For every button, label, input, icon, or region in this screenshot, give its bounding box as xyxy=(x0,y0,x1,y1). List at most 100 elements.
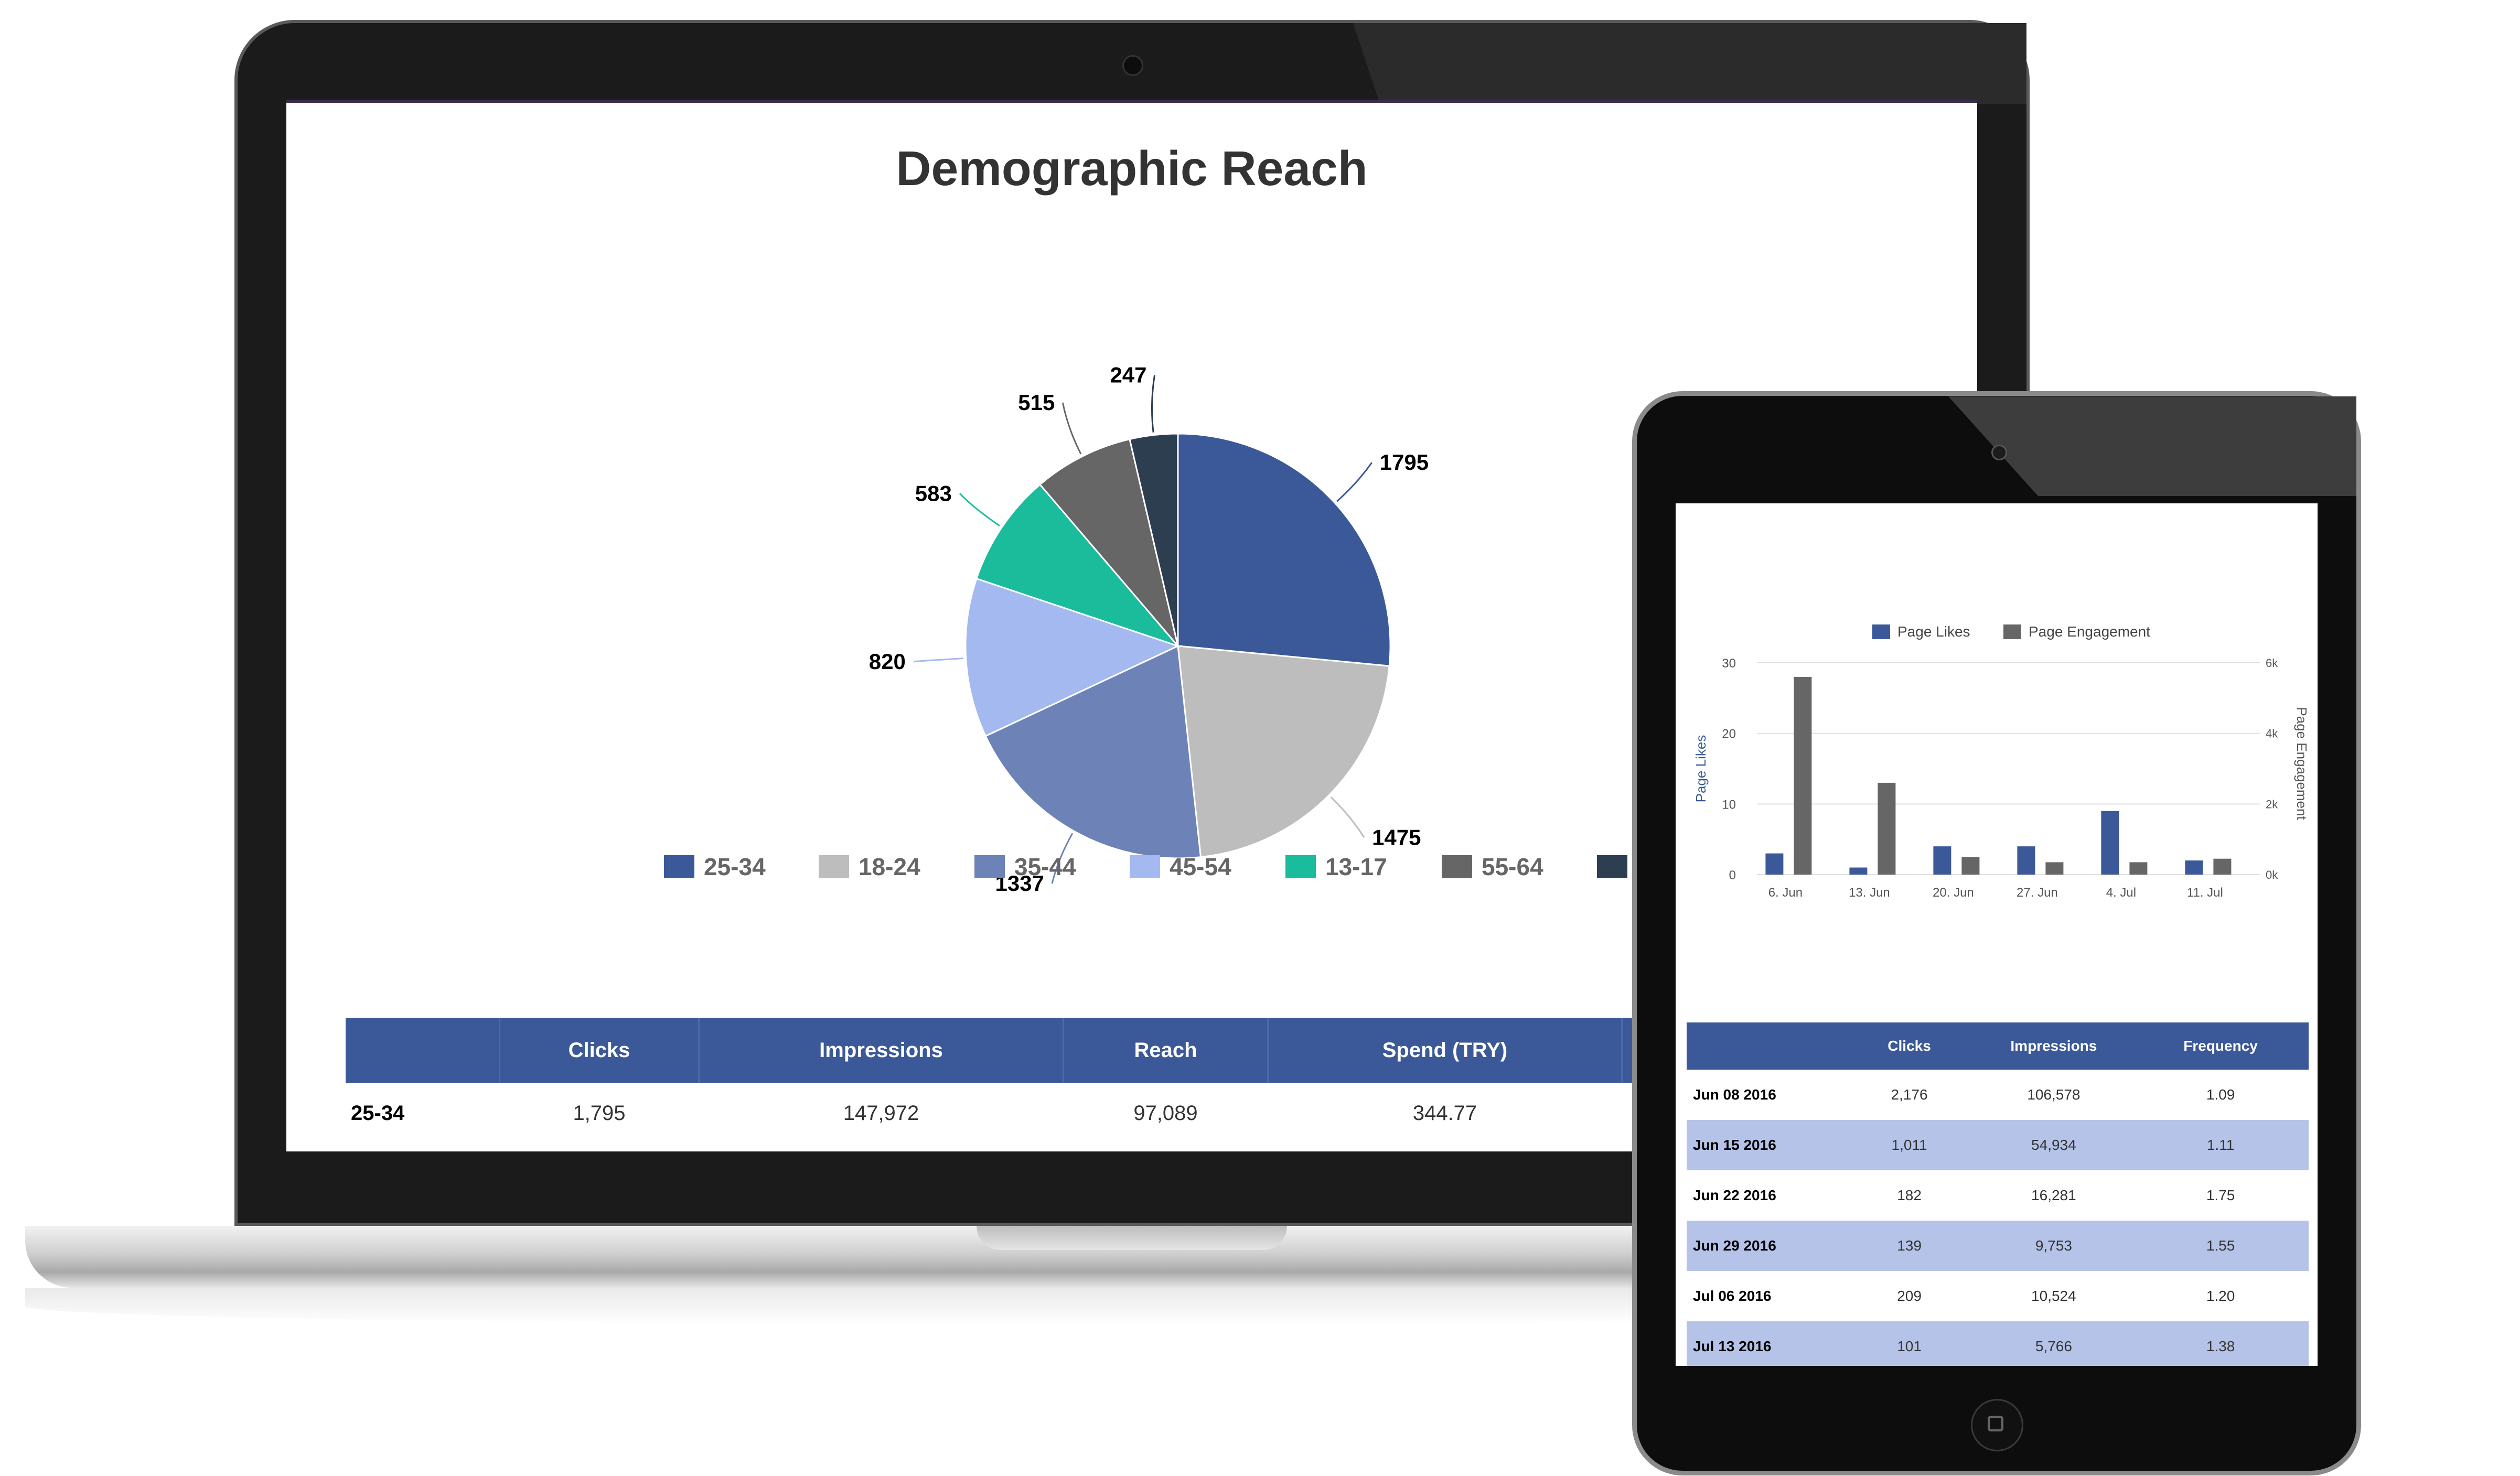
bar-page-engagement xyxy=(2045,862,2064,875)
bar-page-engagement xyxy=(1961,857,1980,875)
bar-page-likes xyxy=(2017,846,2035,875)
legend-item[interactable]: 13-17 xyxy=(1285,851,1387,882)
tablet-camera xyxy=(1991,445,2007,460)
legend-item[interactable]: 55-64 xyxy=(1442,851,1543,882)
pie-connector xyxy=(1061,402,1082,455)
y-tick-label: 10 xyxy=(1722,798,1736,812)
laptop-screen-edge xyxy=(286,100,1977,104)
pie-data-label: 1475 xyxy=(1372,825,1421,849)
legend-item[interactable] xyxy=(1597,851,1637,882)
table-cell: 25-34 xyxy=(351,1102,405,1125)
tablet-stats-table: Clicks Impressions Frequency Jun 08 2016… xyxy=(1687,1022,2309,1366)
legend-label: 35-44 xyxy=(1014,853,1076,880)
table-cell: 1.09 xyxy=(2206,1086,2235,1103)
table-row: Jul 06 2016 209 10,524 1.20 xyxy=(1687,1271,2309,1321)
header-cell xyxy=(1687,1022,1844,1070)
legend-item[interactable]: Page Likes xyxy=(1872,621,1970,642)
bar-page-likes xyxy=(2101,811,2119,875)
table-cell: 1,011 xyxy=(1843,1120,1975,1170)
x-tick-label: 27. Jun xyxy=(2017,886,2058,900)
legend-swatch xyxy=(664,855,694,878)
pie-slice xyxy=(1129,433,1179,647)
home-button[interactable] xyxy=(1971,1399,2023,1451)
bar-page-engagement xyxy=(1794,676,1812,875)
pie-data-label: 583 xyxy=(915,481,952,505)
pie-connector xyxy=(1330,796,1365,838)
legend-label: 55-64 xyxy=(1482,853,1543,880)
home-button-icon xyxy=(1988,1416,2003,1431)
laptop-stats-table: Clicks Impressions Reach Spend (TRY) 25-… xyxy=(346,1018,1783,1144)
table-cell: 101 xyxy=(1843,1321,1975,1366)
table-cell: Jun 29 2016 xyxy=(1687,1221,1844,1271)
header-impressions: Impressions xyxy=(1975,1022,2133,1070)
legend-item[interactable]: Page Engagement xyxy=(2003,621,2150,642)
pie-slice xyxy=(1038,438,1179,647)
x-tick-label: 13. Jun xyxy=(1849,886,1890,900)
y-right-tick-label: 4k xyxy=(2266,727,2278,740)
legend-label: 25-34 xyxy=(704,853,766,880)
table-cell: Jun 15 2016 xyxy=(1687,1120,1844,1170)
legend-swatch xyxy=(2003,624,2021,639)
table-cell: 147,972 xyxy=(843,1102,919,1125)
bar-page-likes xyxy=(2185,860,2203,875)
table-cell: 139 xyxy=(1843,1221,1975,1271)
y-tick-label: 0 xyxy=(1729,868,1736,882)
legend-swatch xyxy=(1285,855,1316,878)
table-cell: 344.77 xyxy=(1412,1102,1477,1125)
pie-connector xyxy=(959,493,1000,526)
legend-swatch xyxy=(1130,855,1160,878)
legend-label: 18-24 xyxy=(859,853,920,880)
pie-slice xyxy=(984,644,1202,859)
table-row: Jun 15 2016 1,011 54,934 1.11 xyxy=(1687,1120,2309,1170)
legend-swatch xyxy=(1597,855,1627,878)
table-cell: 1.75 xyxy=(2206,1187,2235,1203)
bar-page-likes xyxy=(1765,853,1784,875)
table-cell: 97,089 xyxy=(1133,1102,1198,1125)
legend-swatch xyxy=(974,855,1005,878)
table-cell: 1.11 xyxy=(2132,1120,2309,1170)
table-cell: 16,281 xyxy=(2031,1187,2076,1203)
laptop-notch xyxy=(977,1226,1287,1250)
pie-connector xyxy=(913,658,963,663)
legend-item[interactable]: 18-24 xyxy=(819,851,920,882)
legend-label: 13-17 xyxy=(1325,853,1387,880)
table-cell: 209 xyxy=(1897,1288,1922,1304)
pie-connector xyxy=(1151,375,1156,433)
table-cell: 2,176 xyxy=(1891,1086,1928,1103)
table-cell: Jun 22 2016 xyxy=(1693,1187,1776,1203)
x-tick-label: 4. Jul xyxy=(2106,886,2136,900)
pie-slice xyxy=(1177,433,1391,667)
table-cell: 1.38 xyxy=(2132,1321,2309,1366)
table-cell: 182 xyxy=(1897,1187,1922,1203)
table-cell: 9,753 xyxy=(1975,1221,2133,1271)
legend-label: 45-54 xyxy=(1170,853,1231,880)
laptop-glare xyxy=(1353,23,2026,104)
legend-swatch xyxy=(1872,624,1890,639)
table-cell: 1.20 xyxy=(2206,1288,2235,1304)
pie-connector xyxy=(1051,833,1074,884)
tablet-table-header: Clicks Impressions Frequency xyxy=(1687,1022,2309,1070)
legend-item[interactable]: 25-34 xyxy=(664,851,766,882)
pie-data-label: 1795 xyxy=(1380,450,1429,475)
table-cell: 106,578 xyxy=(2027,1086,2081,1103)
chart-title: Demographic Reach xyxy=(896,141,1368,196)
table-cell: 10,524 xyxy=(2031,1288,2076,1304)
laptop-table-header: Clicks Impressions Reach Spend (TRY) xyxy=(346,1018,1783,1083)
legend-item[interactable]: 45-54 xyxy=(1130,851,1231,882)
legend-swatch xyxy=(1442,855,1472,878)
legend-item[interactable]: 35-44 xyxy=(974,851,1076,882)
bar-page-likes xyxy=(1933,846,1951,875)
pie-slice xyxy=(975,483,1181,648)
table-cell: Jul 06 2016 xyxy=(1693,1288,1772,1304)
bar-page-engagement xyxy=(1878,782,1896,875)
header-spend: Spend (TRY) xyxy=(1268,1018,1623,1083)
y-right-axis-title: Page Engagement xyxy=(2294,707,2310,820)
y-tick-label: 30 xyxy=(1722,656,1736,671)
pie-slice xyxy=(964,577,1181,737)
table-cell: 1.55 xyxy=(2132,1221,2309,1271)
table-row: Jul 13 2016 101 5,766 1.38 xyxy=(1687,1321,2309,1366)
legend-swatch xyxy=(819,855,849,878)
x-tick-label: 6. Jun xyxy=(1768,886,1803,900)
table-row: 25-34 1,795 147,972 97,089 344.77 xyxy=(346,1083,1782,1144)
